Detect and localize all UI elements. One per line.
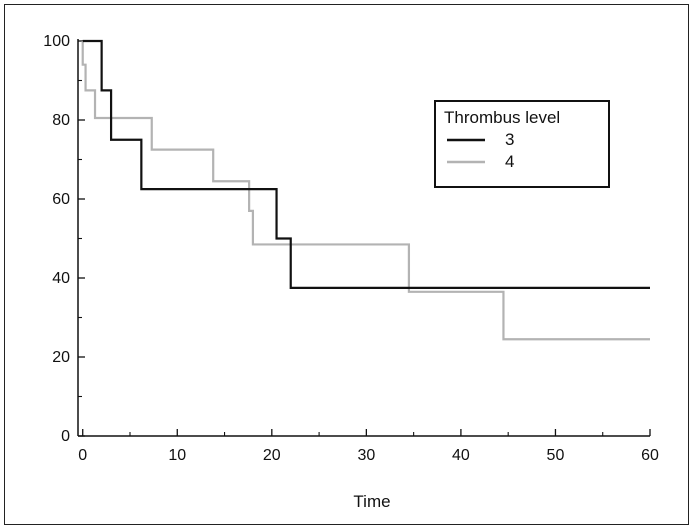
x-axis-label: Time xyxy=(353,492,390,511)
y-tick-label: 40 xyxy=(52,270,70,287)
series-line-3 xyxy=(82,39,650,289)
x-tick-label: 50 xyxy=(547,447,565,464)
legend-label-3: 3 xyxy=(505,130,514,149)
y-tick-label: 20 xyxy=(52,349,70,366)
x-tick-label: 60 xyxy=(641,447,659,464)
y-tick-label: 60 xyxy=(52,191,70,208)
x-tick-label: 0 xyxy=(78,447,87,464)
axes: 0 20 40 60 80 100 0 10 20 30 40 50 60 xyxy=(43,33,659,464)
legend-items: 34 xyxy=(447,130,514,171)
chart-figure: 0 20 40 60 80 100 0 10 20 30 40 50 60 Time Thrombus … xyxy=(4,4,689,525)
legend: Thrombus level 34 xyxy=(434,100,610,188)
y-tick-label: 0 xyxy=(61,428,70,445)
legend-title: Thrombus level xyxy=(444,108,560,127)
y-tick-label: 100 xyxy=(43,33,70,50)
x-tick-label: 20 xyxy=(263,447,281,464)
series-layer xyxy=(81,39,650,341)
km-chart-svg: 0 20 40 60 80 100 0 10 20 30 40 50 60 Time Thrombus … xyxy=(43,33,659,511)
legend-box xyxy=(434,100,610,188)
series-line-4 xyxy=(81,41,650,341)
x-tick-label: 30 xyxy=(357,447,375,464)
y-tick-label: 80 xyxy=(52,112,70,129)
x-tick-label: 10 xyxy=(168,447,186,464)
legend-label-4: 4 xyxy=(505,152,514,171)
x-tick-label: 40 xyxy=(452,447,470,464)
